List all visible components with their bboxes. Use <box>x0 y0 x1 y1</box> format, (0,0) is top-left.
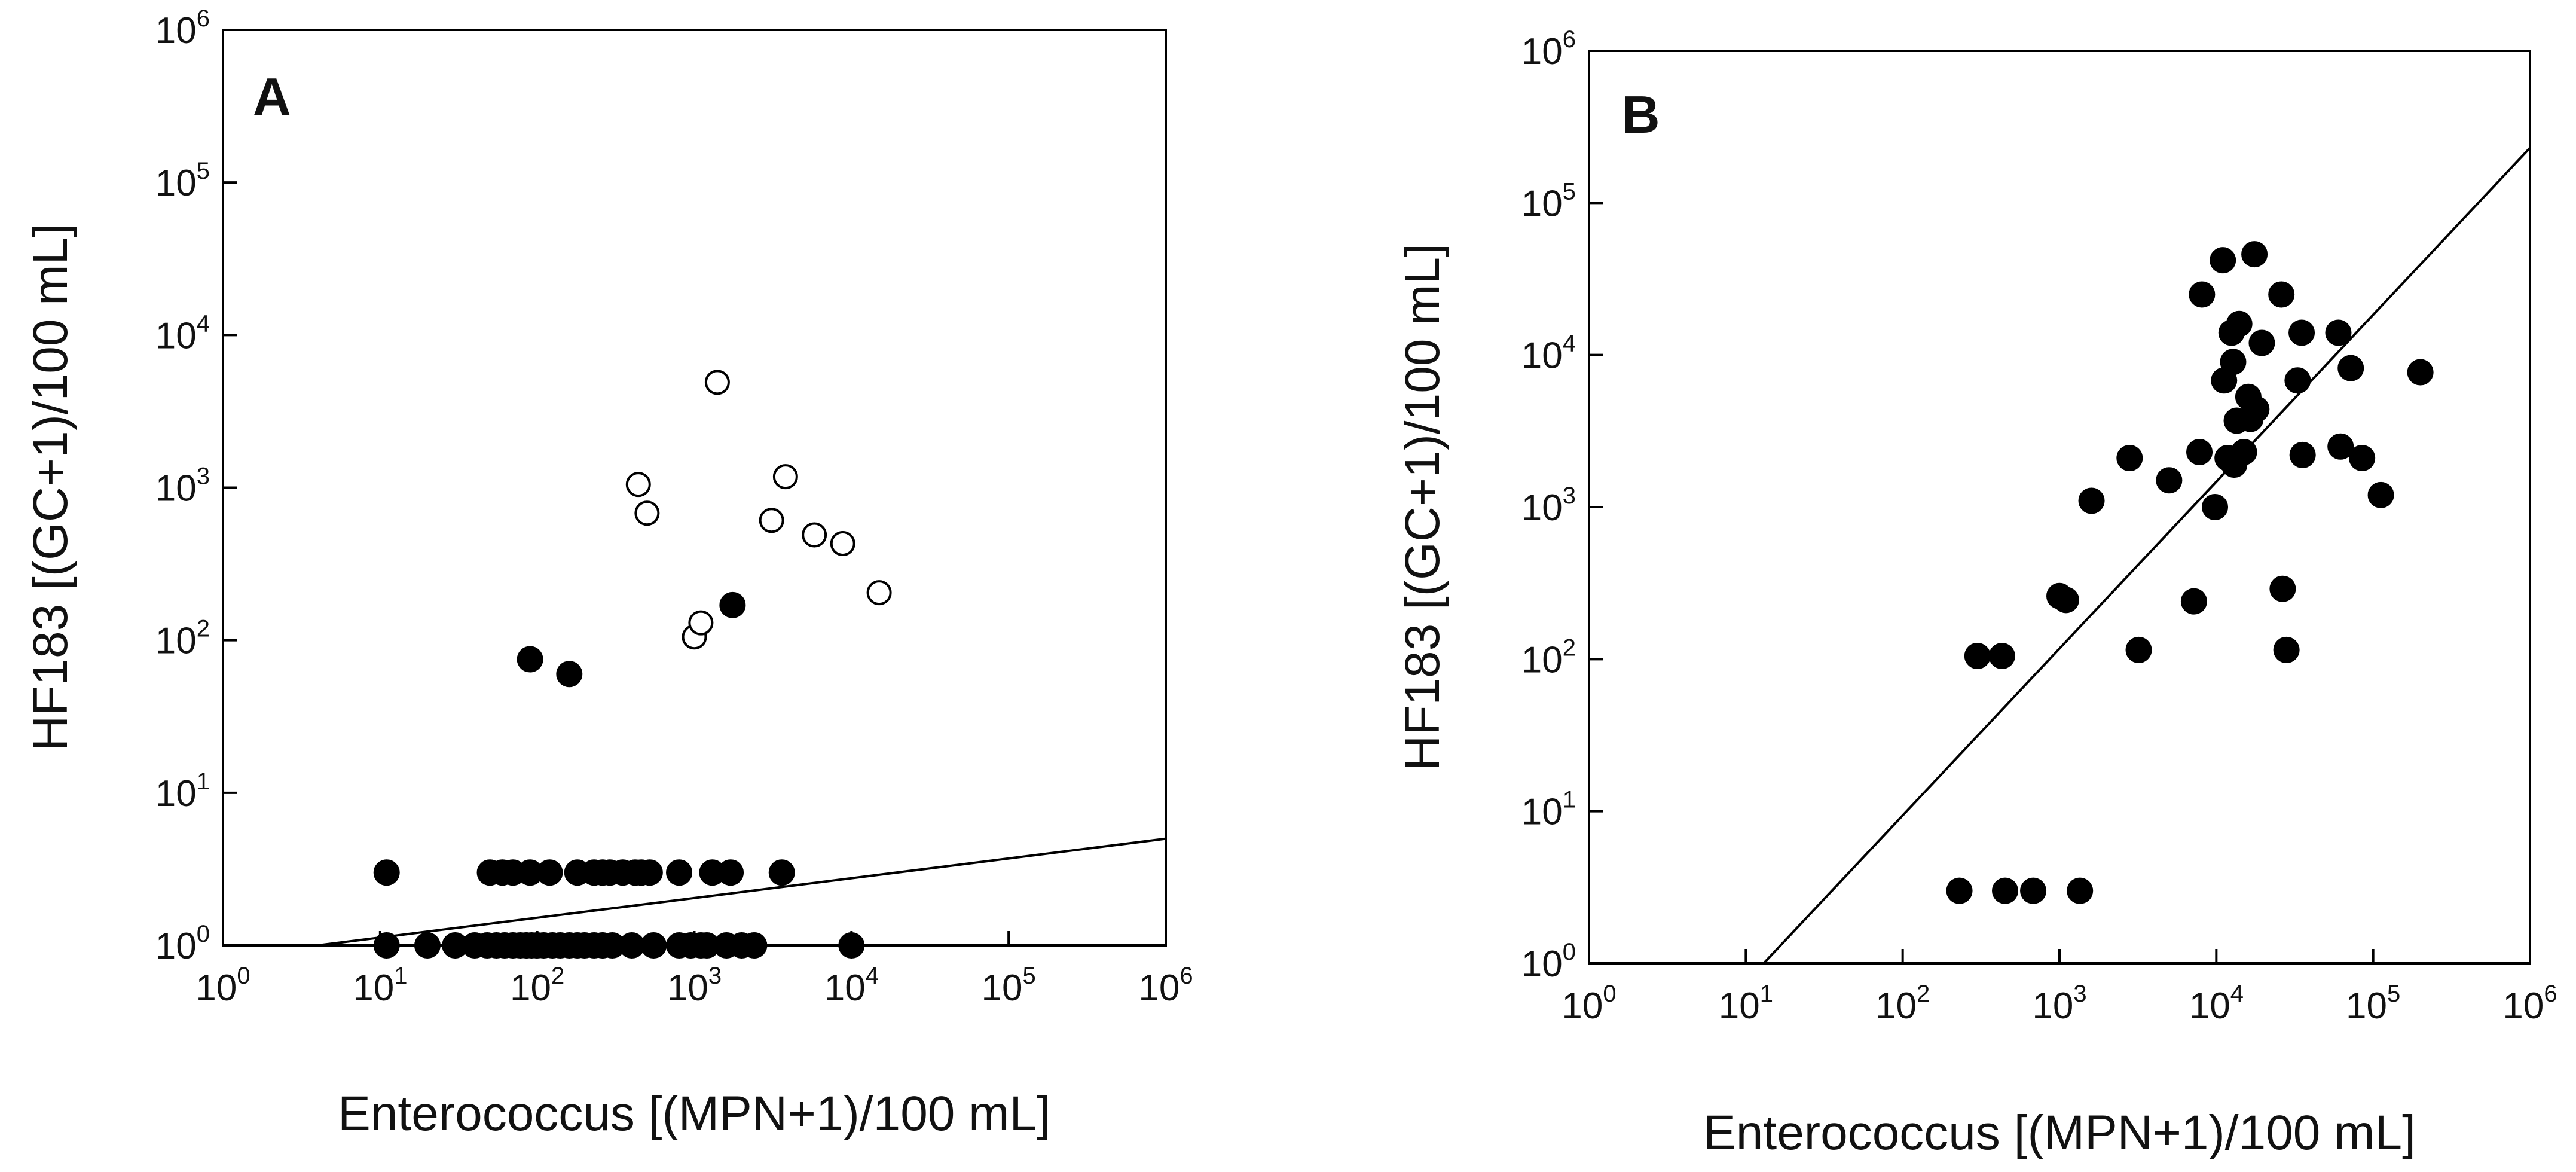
x-axis-label: Enterococcus [(MPN+1)/100 mL] <box>1703 1106 2416 1160</box>
x-axis-label: Enterococcus [(MPN+1)/100 mL] <box>338 1086 1050 1141</box>
y-axis-label: HF183 [(GC+1)/100 mL] <box>23 224 78 751</box>
y-tick-label: 106 <box>1521 26 1576 72</box>
filled-data-point <box>556 661 583 688</box>
filled-data-point <box>1946 877 1973 904</box>
filled-data-point <box>373 932 400 959</box>
filled-data-point <box>2248 329 2275 356</box>
x-tick-label: 105 <box>982 963 1036 1009</box>
filled-data-point <box>1964 642 1991 669</box>
filled-data-point <box>768 859 795 886</box>
filled-data-point <box>2210 247 2236 274</box>
x-tick-label: 102 <box>1875 981 1930 1027</box>
filled-data-point <box>373 859 400 886</box>
filled-data-point <box>2186 439 2213 466</box>
filled-data-point <box>2226 310 2253 337</box>
x-tick-label: 102 <box>510 963 564 1009</box>
y-tick-label: 106 <box>155 5 210 51</box>
y-tick-label: 103 <box>155 463 210 509</box>
filled-data-point <box>2407 359 2434 386</box>
filled-data-point <box>666 859 693 886</box>
filled-data-point <box>2243 396 2270 423</box>
y-tick-label: 101 <box>1521 787 1576 833</box>
filled-data-point <box>2078 487 2105 514</box>
filled-data-point <box>2189 281 2216 308</box>
y-tick-label: 102 <box>1521 634 1576 680</box>
y-tick-label: 100 <box>155 921 210 967</box>
filled-data-point <box>2052 587 2079 614</box>
filled-data-point <box>2288 319 2315 346</box>
filled-data-point <box>536 859 563 886</box>
filled-data-point <box>2284 367 2311 394</box>
x-tick-label: 100 <box>1562 981 1616 1027</box>
filled-data-point <box>2289 441 2316 468</box>
filled-data-point <box>2125 636 2152 663</box>
open-data-point <box>634 500 660 526</box>
plot-frame <box>1588 50 2531 965</box>
x-tick-label: 106 <box>1138 963 1193 1009</box>
y-tick-label: 105 <box>1521 178 1576 224</box>
y-tick-label: 105 <box>155 158 210 204</box>
x-tick-label: 103 <box>667 963 722 1009</box>
x-tick-label: 103 <box>2032 981 2086 1027</box>
y-axis-label: HF183 [(GC+1)/100 mL] <box>1395 243 1450 771</box>
filled-data-point <box>2180 588 2207 615</box>
filled-data-point <box>2020 877 2047 904</box>
filled-data-point <box>2269 575 2296 602</box>
filled-data-point <box>2337 355 2364 381</box>
filled-data-point <box>1992 877 2019 904</box>
regression-line <box>1762 146 2530 963</box>
filled-data-point <box>2156 467 2183 494</box>
x-tick-label: 105 <box>2346 981 2400 1027</box>
y-tick-label: 104 <box>155 310 210 356</box>
y-tick-label: 101 <box>155 768 210 814</box>
x-tick-label: 104 <box>2189 981 2244 1027</box>
x-tick-label: 101 <box>353 963 407 1009</box>
filled-data-point <box>2116 445 2143 472</box>
panel-label: A <box>253 67 291 126</box>
filled-data-point <box>2268 281 2295 308</box>
filled-data-point <box>2349 445 2376 472</box>
filled-data-point <box>719 591 746 618</box>
open-data-point <box>830 531 855 557</box>
open-data-point <box>704 370 730 395</box>
y-tick-label: 103 <box>1521 483 1576 529</box>
filled-data-point <box>517 646 543 673</box>
x-tick-label: 104 <box>824 963 879 1009</box>
open-data-point <box>772 464 798 490</box>
filled-data-point <box>2230 439 2257 466</box>
x-tick-label: 101 <box>1719 981 1773 1027</box>
open-data-point <box>866 580 892 606</box>
filled-data-point <box>2327 433 2354 460</box>
filled-data-point <box>2273 636 2300 663</box>
plot-frame <box>222 29 1167 947</box>
filled-data-point <box>2241 241 2268 268</box>
y-tick-label: 102 <box>155 616 210 662</box>
regression-line <box>317 837 1166 945</box>
open-data-point <box>688 610 714 636</box>
open-data-point <box>625 472 651 498</box>
filled-data-point <box>636 859 663 886</box>
open-data-point <box>759 508 784 533</box>
open-data-point <box>802 522 827 548</box>
filled-data-point <box>717 859 744 886</box>
filled-data-point <box>2367 481 2394 508</box>
filled-data-point <box>838 932 865 959</box>
filled-data-point <box>414 932 441 959</box>
filled-data-point <box>2325 319 2352 346</box>
x-tick-label: 100 <box>195 963 250 1009</box>
filled-data-point <box>741 932 768 959</box>
filled-data-point <box>2220 349 2247 376</box>
filled-data-point <box>2202 494 2229 520</box>
x-tick-label: 106 <box>2502 981 2557 1027</box>
filled-data-point <box>1988 642 2015 669</box>
filled-data-point <box>2067 877 2094 904</box>
y-tick-label: 100 <box>1521 939 1576 985</box>
y-tick-label: 104 <box>1521 331 1576 377</box>
filled-data-point <box>640 932 667 959</box>
panel-label: B <box>1622 85 1660 144</box>
